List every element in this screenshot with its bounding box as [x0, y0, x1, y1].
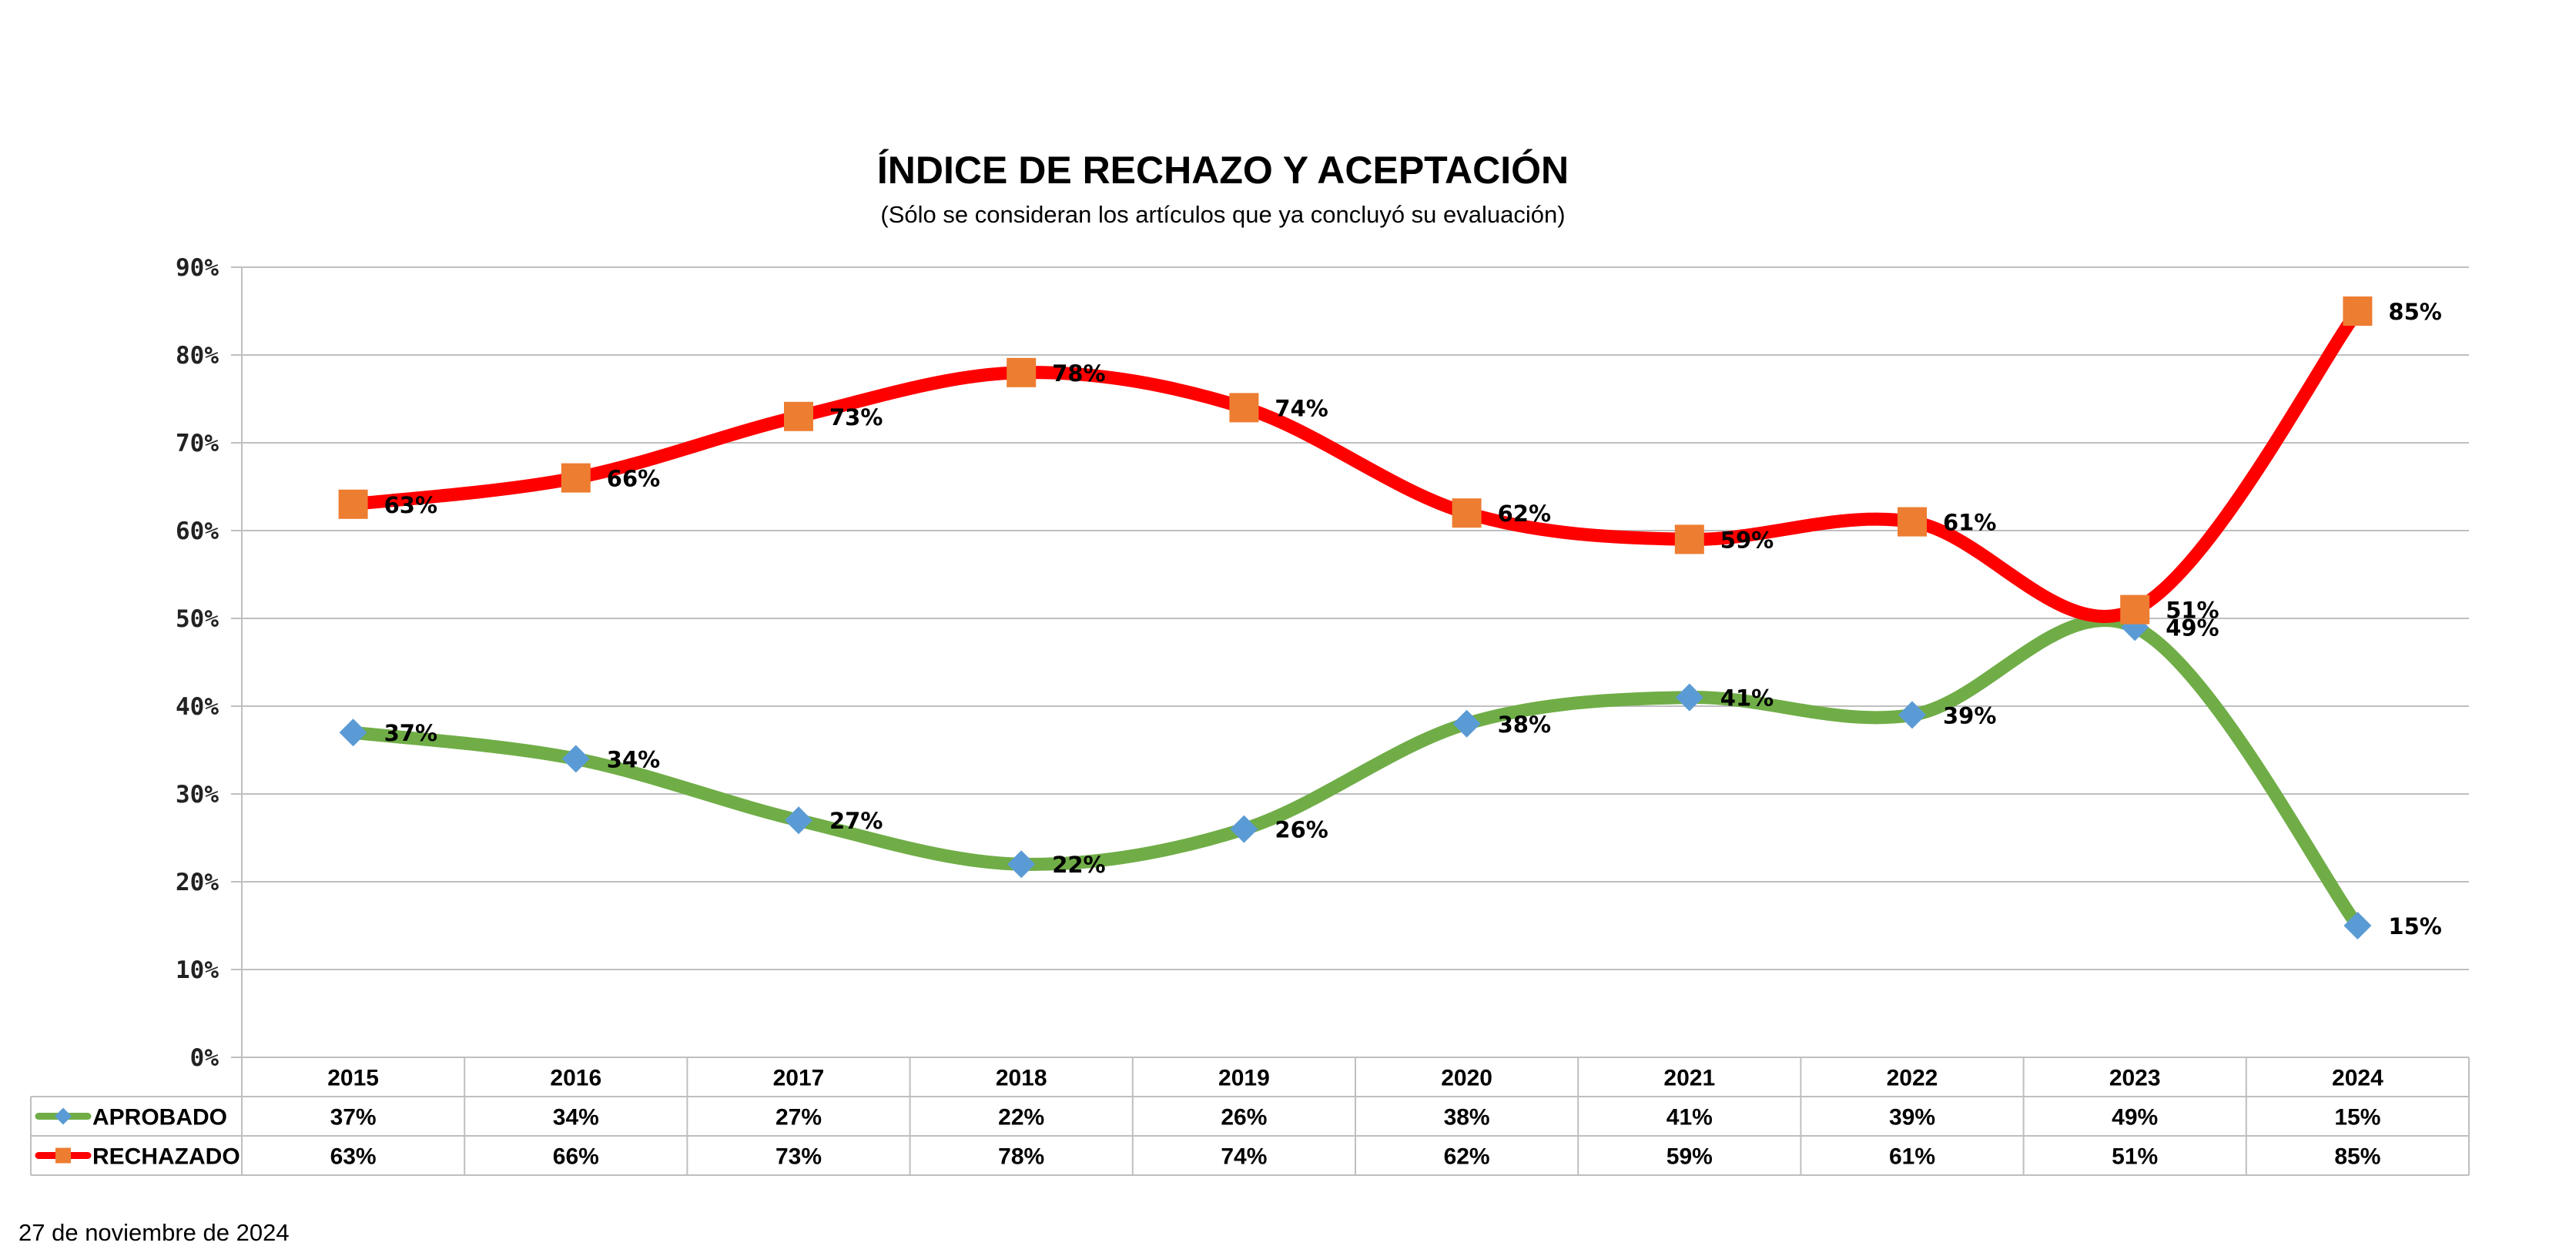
x-tick-label: 2019: [1218, 1066, 1270, 1091]
data-label-aprobado: 34%: [607, 746, 660, 772]
table-cell-rechazado: 66%: [553, 1144, 599, 1170]
table-cell-aprobado: 22%: [998, 1105, 1044, 1130]
data-label-rechazado: 78%: [1052, 360, 1105, 387]
table-cell-rechazado: 74%: [1221, 1144, 1267, 1170]
data-point-rechazado: [338, 489, 368, 519]
data-point-rechazado: [1229, 393, 1259, 423]
data-label-rechazado: 73%: [829, 404, 883, 430]
chart-title: ÍNDICE DE RECHAZO Y ACEPTACIÓN: [877, 149, 1569, 192]
x-tick-label: 2024: [2332, 1066, 2383, 1091]
data-point-aprobado: [2343, 912, 2372, 939]
data-label-aprobado: 39%: [1943, 702, 1996, 728]
data-label-rechazado: 61%: [1943, 510, 1996, 536]
data-point-rechazado: [1007, 357, 1037, 387]
data-point-rechazado: [1674, 524, 1704, 554]
data-point-aprobado: [1007, 850, 1036, 879]
data-label-rechazado: 62%: [1498, 501, 1551, 527]
y-tick-label: 50%: [176, 605, 219, 633]
table-cell-rechazado: 59%: [1667, 1144, 1713, 1170]
data-point-aprobado: [561, 745, 590, 773]
legend-marker-rechazado: [55, 1147, 71, 1164]
x-tick-label: 2017: [773, 1066, 825, 1091]
legend-label-aprobado: APROBADO: [92, 1105, 227, 1130]
data-label-rechazado: 59%: [1720, 527, 1774, 553]
data-label-rechazado: 74%: [1275, 395, 1328, 421]
data-label-aprobado: 49%: [2166, 615, 2219, 641]
data-label-rechazado: 85%: [2388, 299, 2441, 325]
legend-marker-aprobado: [55, 1107, 72, 1125]
data-point-rechazado: [2343, 296, 2373, 326]
data-label-aprobado: 38%: [1498, 712, 1551, 738]
x-tick-label: 2016: [550, 1066, 601, 1091]
y-tick-label: 10%: [176, 956, 219, 984]
y-tick-label: 80%: [176, 342, 219, 370]
series-aprobado: 37% 34% 27% 22% 26% 38% 41% 39% 49% 15%: [339, 613, 2442, 939]
table-cell-aprobado: 34%: [553, 1105, 599, 1130]
y-tick-label: 30%: [176, 781, 219, 809]
table-cell-aprobado: 15%: [2334, 1105, 2380, 1130]
x-tick-label: 2022: [1887, 1066, 1938, 1091]
x-tick-label: 2015: [327, 1066, 379, 1091]
y-tick-label: 70%: [176, 430, 219, 457]
table-cell-rechazado: 63%: [330, 1144, 377, 1170]
series-line-aprobado: [347, 614, 2364, 933]
x-tick-label: 2020: [1441, 1066, 1492, 1091]
data-point-rechazado: [1898, 507, 1927, 537]
series-line-rechazado: [347, 304, 2364, 623]
data-label-aprobado: 37%: [384, 720, 437, 746]
data-label-aprobado: 27%: [829, 808, 883, 834]
y-tick-label: 90%: [176, 254, 219, 282]
table-cell-rechazado: 61%: [1889, 1144, 1935, 1170]
data-point-rechazado: [561, 463, 591, 493]
table-cell-aprobado: 38%: [1444, 1105, 1490, 1130]
series-rechazado: 63% 66% 73% 78% 74% 62% 59% 61% 51% 85%: [338, 296, 2442, 625]
data-label-aprobado: 15%: [2388, 913, 2441, 939]
data-point-aprobado: [785, 806, 812, 835]
data-point-aprobado: [339, 718, 367, 747]
table-cell-aprobado: 49%: [2112, 1105, 2158, 1130]
table-cell-aprobado: 27%: [775, 1105, 822, 1130]
data-label-rechazado: 63%: [384, 492, 437, 518]
table-cell-aprobado: 26%: [1221, 1105, 1267, 1130]
legend-label-rechazado: RECHAZADO: [92, 1144, 240, 1170]
data-label-rechazado: 66%: [607, 466, 660, 492]
table-cell-rechazado: 73%: [775, 1144, 822, 1170]
data-point-aprobado: [1452, 709, 1481, 738]
data-table: 2015 2016 2017 2018 2019 2020 2021 2022 2023 2024…: [30, 1057, 2470, 1176]
data-point-rechazado: [784, 401, 813, 431]
data-point-rechazado: [1452, 498, 1482, 528]
data-label-aprobado: 41%: [1720, 685, 1774, 712]
data-point-aprobado: [1675, 683, 1703, 712]
footer-date: 27 de noviembre de 2024: [18, 1219, 290, 1246]
data-label-aprobado: 26%: [1275, 817, 1328, 843]
y-tick-label: 60%: [176, 517, 219, 545]
data-label-rechazado: 51%: [2166, 598, 2219, 624]
y-tick-label: 0%: [190, 1044, 219, 1072]
y-tick-label: 40%: [176, 693, 219, 721]
x-tick-label: 2023: [2109, 1066, 2161, 1091]
table-cell-rechazado: 62%: [1444, 1144, 1490, 1170]
table-cell-aprobado: 39%: [1889, 1105, 1935, 1130]
data-label-aprobado: 22%: [1052, 852, 1105, 878]
series-lines: 37% 34% 27% 22% 26% 38% 41% 39% 49% 15% 63% 66% 73% 7…: [338, 296, 2442, 939]
data-point-rechazado: [2120, 595, 2150, 625]
table-cell-aprobado: 41%: [1667, 1105, 1713, 1130]
table-cell-aprobado: 37%: [330, 1105, 377, 1130]
table-cell-rechazado: 51%: [2112, 1144, 2158, 1170]
data-point-aprobado: [1230, 815, 1258, 843]
table-cell-rechazado: 85%: [2334, 1144, 2380, 1170]
x-tick-label: 2021: [1663, 1066, 1715, 1091]
table-cell-rechazado: 78%: [998, 1144, 1044, 1170]
data-point-aprobado: [1898, 701, 1926, 729]
y-tick-label: 20%: [176, 869, 219, 896]
chart-subtitle: (Sólo se consideran los artículos que ya…: [880, 201, 1565, 228]
x-tick-label: 2018: [996, 1066, 1047, 1091]
gridlines: 0% 10% 20% 30% 40% 50% 60% 70% 80% 90%: [176, 254, 2469, 1072]
